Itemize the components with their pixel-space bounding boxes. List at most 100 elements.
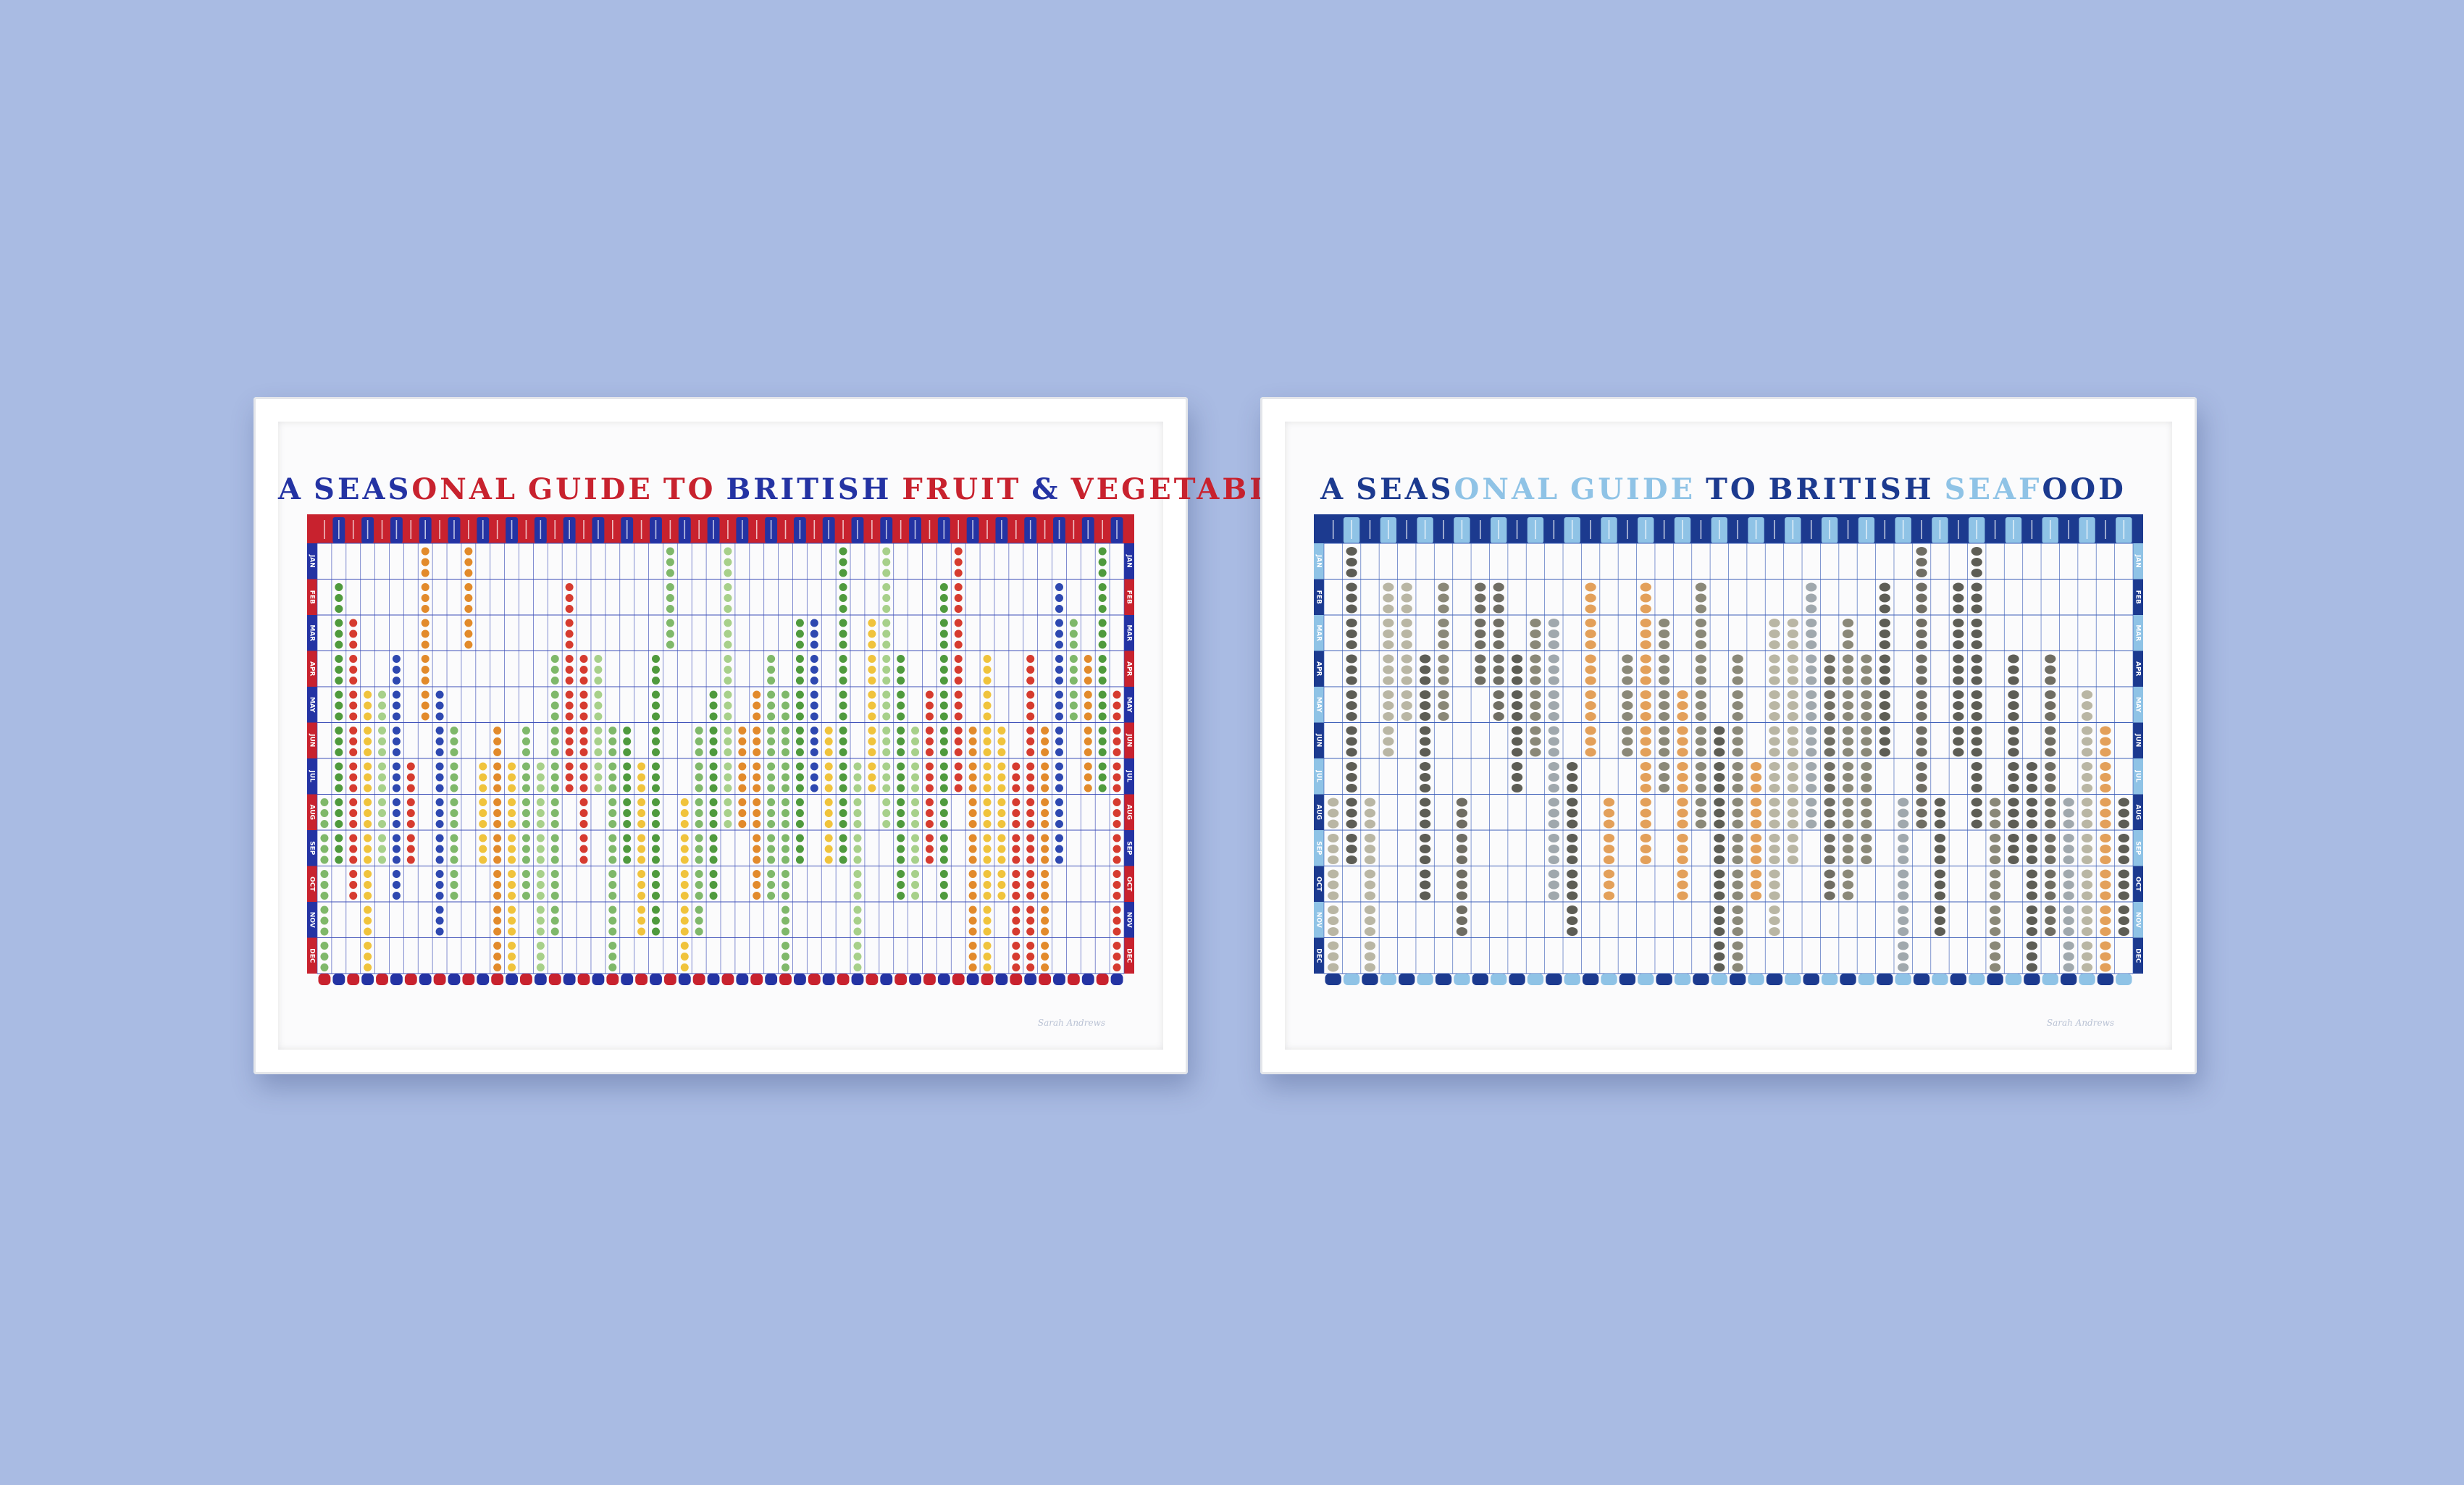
season-icon xyxy=(2081,927,2093,936)
season-icon xyxy=(2026,784,2037,792)
season-icon xyxy=(767,870,776,878)
season-icon xyxy=(1659,629,1670,638)
season-icon xyxy=(1714,834,1725,842)
header-band xyxy=(1314,514,2143,543)
season-icon xyxy=(1971,701,1982,710)
season-icon xyxy=(565,762,574,771)
column-header-label xyxy=(352,520,354,539)
season-icon xyxy=(536,809,545,817)
column-footer-tab xyxy=(894,974,908,985)
season-icon xyxy=(1989,845,2001,853)
season-icon xyxy=(1041,953,1049,961)
season-icon xyxy=(1769,773,1780,782)
season-icon xyxy=(392,727,401,735)
season-icon xyxy=(2100,963,2111,972)
season-icon xyxy=(724,666,732,674)
season-icon xyxy=(795,748,804,756)
season-icon xyxy=(521,892,530,900)
season-icon xyxy=(1640,665,1651,674)
season-icon xyxy=(738,798,747,806)
season-icon xyxy=(781,870,790,878)
season-icon xyxy=(983,856,992,864)
season-icon xyxy=(1640,784,1651,792)
season-icon xyxy=(695,773,703,782)
month-sidebar-left xyxy=(307,937,317,974)
season-icon xyxy=(1026,712,1035,721)
season-icon xyxy=(1971,762,1982,771)
season-icon xyxy=(1084,655,1092,663)
season-icon xyxy=(1567,869,1578,879)
season-icon xyxy=(1640,834,1651,842)
season-icon xyxy=(1084,666,1092,674)
season-icon xyxy=(464,629,473,638)
season-icon xyxy=(781,773,790,782)
season-icon xyxy=(795,845,804,853)
season-icon xyxy=(1420,834,1431,842)
season-icon xyxy=(1879,604,1890,614)
season-icon xyxy=(464,569,473,577)
season-icon xyxy=(925,834,934,842)
season-icon xyxy=(1677,819,1688,829)
season-icon xyxy=(2100,798,2111,807)
season-icon xyxy=(1898,916,1909,925)
column-footer-tab xyxy=(1674,974,1691,985)
season-icon xyxy=(579,690,588,699)
season-icon xyxy=(1934,819,1946,829)
season-icon xyxy=(1622,726,1633,735)
season-icon xyxy=(335,594,343,602)
column-header-label xyxy=(1866,520,1867,539)
column-footer-tab xyxy=(2024,974,2040,985)
season-icon xyxy=(2081,856,2093,864)
season-icon xyxy=(550,655,559,663)
season-icon xyxy=(2100,891,2111,900)
season-icon xyxy=(1346,690,1357,699)
season-icon xyxy=(1041,727,1049,735)
season-icon xyxy=(2045,869,2056,879)
season-icon xyxy=(939,677,948,685)
season-icon xyxy=(392,690,401,699)
month-sidebar-right xyxy=(2133,866,2143,902)
season-icon xyxy=(637,856,646,864)
season-icon xyxy=(1401,665,1412,674)
month-label-right: JAN xyxy=(1126,554,1133,568)
season-icon xyxy=(1677,869,1688,879)
season-icon xyxy=(2063,808,2074,818)
season-icon xyxy=(1383,619,1394,627)
season-icon xyxy=(1112,905,1121,914)
season-icon xyxy=(2118,905,2129,914)
season-icon xyxy=(1695,619,1707,627)
season-icon xyxy=(1456,808,1468,818)
season-icon xyxy=(1640,654,1651,664)
season-icon xyxy=(824,856,833,864)
season-icon xyxy=(1732,880,1743,890)
season-icon xyxy=(810,727,818,735)
season-icon xyxy=(709,773,718,782)
column-header-label xyxy=(1116,520,1118,539)
season-icon xyxy=(1750,834,1762,842)
month-sidebar-right xyxy=(1124,722,1134,758)
season-icon xyxy=(421,619,429,627)
season-icon xyxy=(1861,701,1872,710)
season-icon xyxy=(1364,869,1376,879)
season-icon xyxy=(579,784,588,792)
column-footer-tab xyxy=(390,974,403,985)
season-icon xyxy=(450,881,458,889)
column-header-label xyxy=(366,520,369,539)
season-icon xyxy=(709,892,718,900)
season-icon xyxy=(1861,748,1872,757)
season-icon xyxy=(1493,582,1504,592)
season-icon xyxy=(2045,726,2056,735)
season-icon xyxy=(925,737,934,745)
season-icon xyxy=(1041,870,1049,878)
season-icon xyxy=(1971,558,1982,566)
season-icon xyxy=(608,881,617,889)
season-icon xyxy=(1328,916,1339,925)
season-icon xyxy=(1953,582,1964,592)
season-icon xyxy=(637,845,646,853)
season-icon xyxy=(565,677,574,685)
season-icon xyxy=(421,677,429,685)
season-icon xyxy=(1916,737,1927,746)
season-icon xyxy=(868,629,876,638)
season-icon xyxy=(421,712,429,721)
season-icon xyxy=(882,594,891,602)
